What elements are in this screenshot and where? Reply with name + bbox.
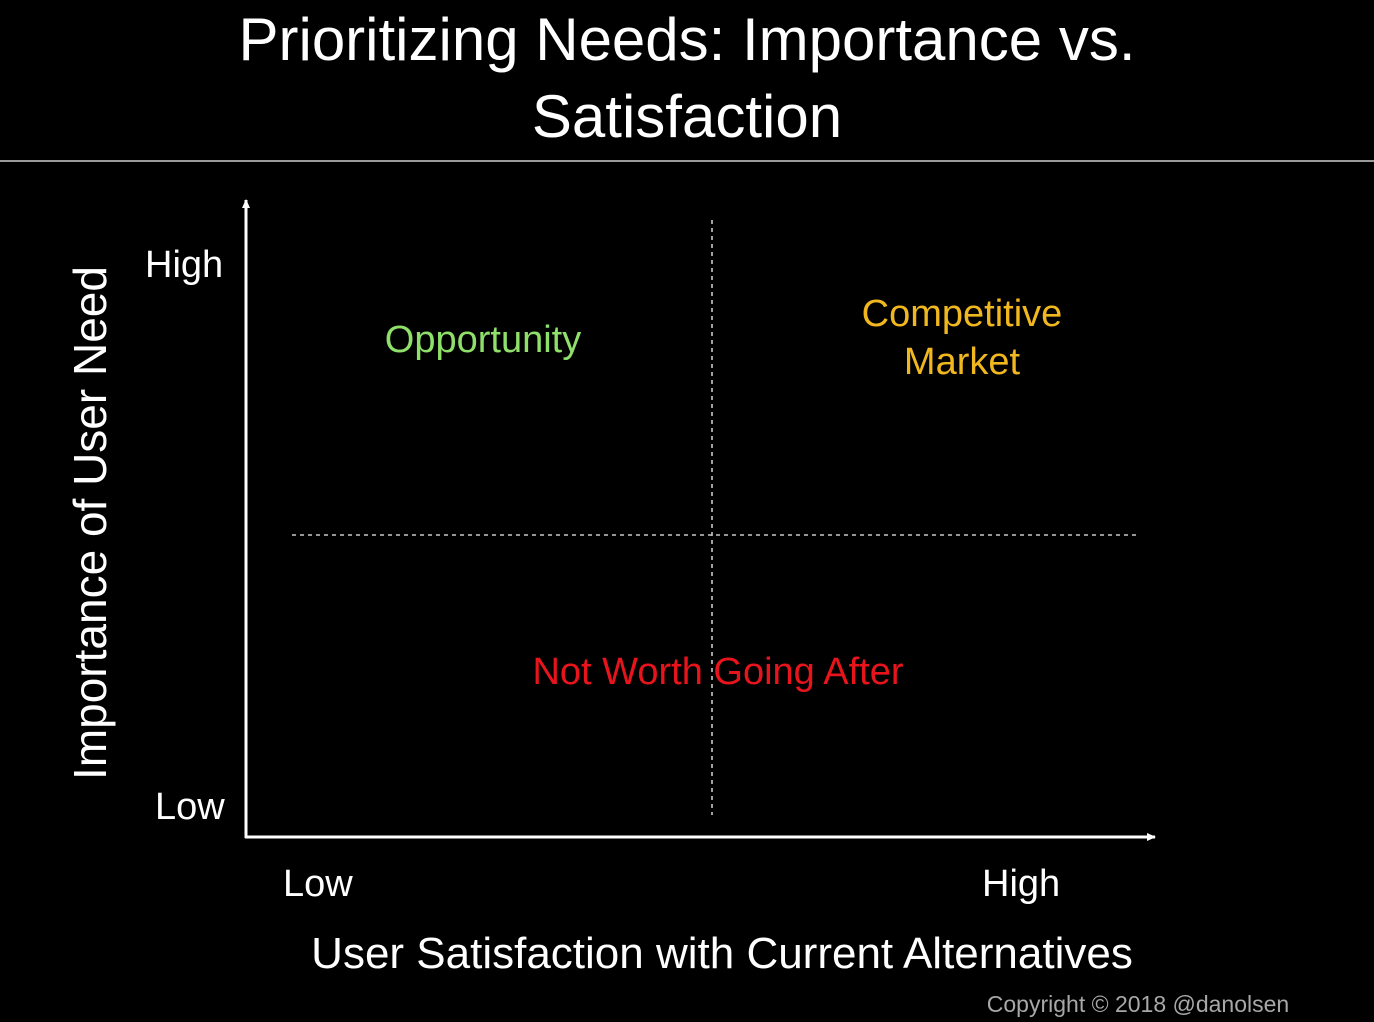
x-axis-low-label: Low	[283, 863, 353, 905]
y-axis-low-label: Low	[155, 786, 225, 828]
y-axis-high-label: High	[145, 244, 224, 286]
slide-title-line-2: Satisfaction	[531, 83, 843, 150]
quadrant-opportunity-label: Opportunity	[384, 319, 582, 361]
x-axis-high-label: High	[982, 863, 1061, 905]
x-axis-title: User Satisfaction with Current Alternati…	[311, 929, 1133, 978]
quadrant-not-worth-label: Not Worth Going After	[532, 651, 904, 693]
copyright-notice: Copyright © 2018 @danolsen	[986, 991, 1290, 1017]
slide-title-line-1: Prioritizing Needs: Importance vs.	[238, 6, 1136, 73]
quadrant-competitive-line-1: Competitive	[861, 293, 1063, 335]
quadrant-competitive-line-2: Market	[903, 341, 1021, 383]
quadrant-competitive-market-label: Competitive Market	[862, 290, 1063, 386]
y-axis-title: Importance of User Need	[64, 266, 116, 780]
title-divider	[0, 160, 1374, 162]
